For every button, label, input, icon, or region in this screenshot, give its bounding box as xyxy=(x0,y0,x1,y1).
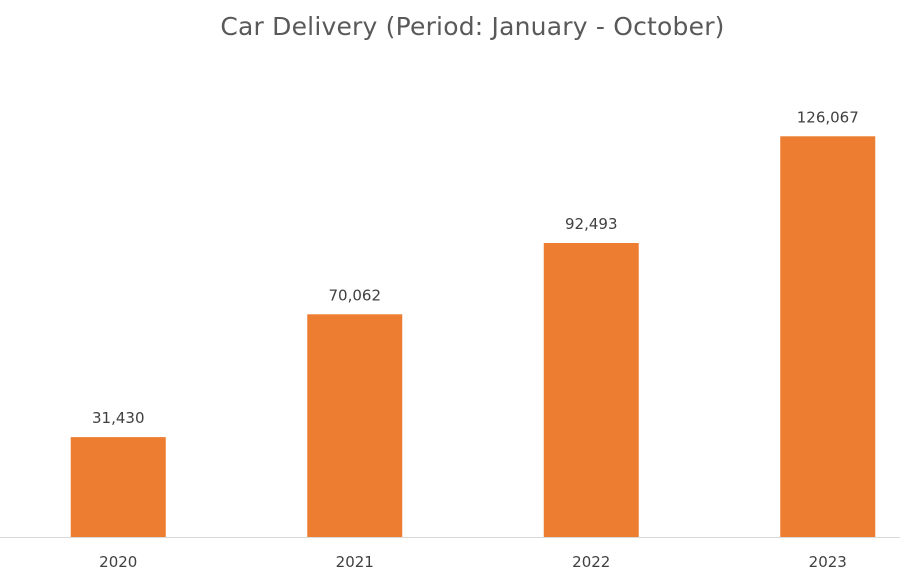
x-tick-label-2021: 2021 xyxy=(336,553,374,571)
data-label-2021: 70,062 xyxy=(329,286,382,304)
x-tick-label-2020: 2020 xyxy=(99,553,137,571)
bar-2022 xyxy=(543,243,639,537)
bar-2023 xyxy=(780,136,876,537)
data-label-2023: 126,067 xyxy=(797,108,859,126)
x-tick-label-2023: 2023 xyxy=(809,553,847,571)
data-label-2022: 92,493 xyxy=(565,215,618,233)
chart-title: Car Delivery (Period: January - October) xyxy=(220,12,725,41)
data-label-2020: 31,430 xyxy=(92,409,145,427)
bar-2020 xyxy=(70,437,166,537)
x-tick-label-2022: 2022 xyxy=(572,553,610,571)
bar-2021 xyxy=(307,314,403,537)
